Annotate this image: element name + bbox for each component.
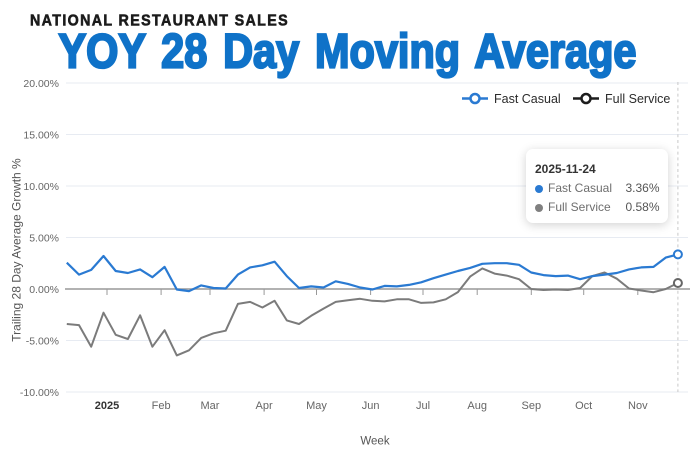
svg-text:Oct: Oct	[575, 400, 592, 412]
svg-text:Feb: Feb	[152, 400, 171, 412]
svg-text:Full Service: Full Service	[605, 92, 670, 106]
svg-text:YOY 28 Day Moving Average: YOY 28 Day Moving Average	[59, 26, 637, 79]
svg-text:Mar: Mar	[201, 400, 220, 412]
svg-text:Apr: Apr	[256, 400, 273, 412]
svg-text:2025: 2025	[95, 400, 119, 412]
svg-text:NATIONAL RESTAURANT SALES: NATIONAL RESTAURANT SALES	[30, 13, 289, 30]
svg-text:Nov: Nov	[628, 400, 648, 412]
svg-text:Fast Casual: Fast Casual	[494, 92, 561, 106]
svg-text:-5.00%: -5.00%	[26, 336, 59, 348]
svg-text:Week: Week	[360, 436, 389, 448]
svg-text:-10.00%: -10.00%	[20, 387, 59, 399]
svg-text:Aug: Aug	[467, 400, 487, 412]
svg-text:20.00%: 20.00%	[23, 78, 59, 90]
svg-text:15.00%: 15.00%	[23, 130, 59, 142]
svg-text:Trailing 28 Day Average Growth: Trailing 28 Day Average Growth %	[10, 158, 24, 342]
svg-text:0.00%: 0.00%	[29, 284, 59, 296]
svg-text:Sep: Sep	[522, 400, 542, 412]
svg-text:Jul: Jul	[416, 400, 430, 412]
svg-text:Jun: Jun	[362, 400, 380, 412]
svg-text:May: May	[306, 400, 327, 412]
svg-text:10.00%: 10.00%	[23, 181, 59, 193]
svg-text:5.00%: 5.00%	[29, 233, 59, 245]
